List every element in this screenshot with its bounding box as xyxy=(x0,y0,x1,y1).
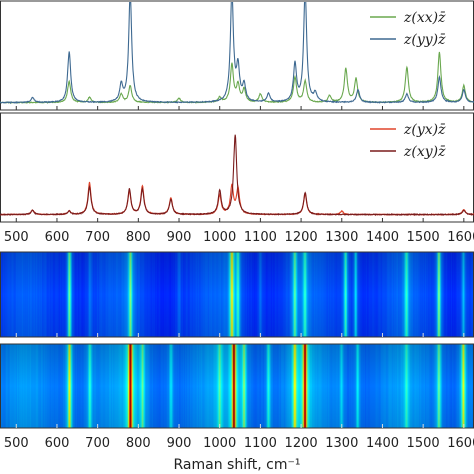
x-tick-label: 1200 xyxy=(285,230,318,245)
legend-label: z(xy)z̄ xyxy=(403,144,446,160)
x-tick-label: 500 xyxy=(4,436,29,451)
x-tick-label: 1100 xyxy=(244,436,277,451)
x-tick-label: 1400 xyxy=(366,230,399,245)
heatmap-lower-panel xyxy=(0,343,474,429)
x-tick-label: 1000 xyxy=(203,230,236,245)
series-line-1 xyxy=(0,2,474,105)
x-tick-label: 1300 xyxy=(325,230,358,245)
x-tick-label: 600 xyxy=(45,230,70,245)
x-tick-label: 1500 xyxy=(407,436,440,451)
x-tick-label: 1200 xyxy=(285,436,318,451)
x-tick-label: 1100 xyxy=(244,230,277,245)
x-tick-label: 900 xyxy=(167,436,192,451)
x-tick-label: 1600 xyxy=(447,230,474,245)
x-tick-labels-upper: 500 600 700 800 900 1000 1100 1200 1300 1400 1500 1… xyxy=(4,230,474,245)
heatmap-shade xyxy=(0,344,474,428)
x-tick-labels-lower: 500 600 700 800 900 1000 1100 1200 1300 1400 1500 1… xyxy=(4,436,474,451)
heatmap-upper-panel xyxy=(0,251,474,338)
x-tick-label: 800 xyxy=(126,230,151,245)
x-tick-label: 1500 xyxy=(407,230,440,245)
middle-spectra-panel: z(yx)z̄ z(xy)z̄ xyxy=(0,112,474,223)
x-tick-label: 900 xyxy=(167,230,192,245)
x-tick-label: 1400 xyxy=(366,436,399,451)
x-tick-label: 1600 xyxy=(447,436,474,451)
x-tick-label: 800 xyxy=(126,436,151,451)
x-tick-label: 700 xyxy=(85,436,110,451)
legend-label: z(yx)z̄ xyxy=(403,122,446,138)
x-tick-label: 1300 xyxy=(325,436,358,451)
x-axis-label: Raman shift, cm⁻¹ xyxy=(173,457,300,473)
legend-label: z(xx)z̄ xyxy=(403,10,446,26)
top-spectra-panel: z(xx)z̄ z(yy)z̄ xyxy=(0,0,474,111)
series-line-0 xyxy=(0,181,474,216)
x-tick-label: 700 xyxy=(85,230,110,245)
legend-label: z(yy)z̄ xyxy=(403,32,446,48)
x-tick-label: 1000 xyxy=(203,436,236,451)
x-tick-label: 500 xyxy=(4,230,29,245)
series-line-1 xyxy=(0,134,474,217)
x-tick-label: 600 xyxy=(45,436,70,451)
heatmap-shade xyxy=(0,252,474,337)
